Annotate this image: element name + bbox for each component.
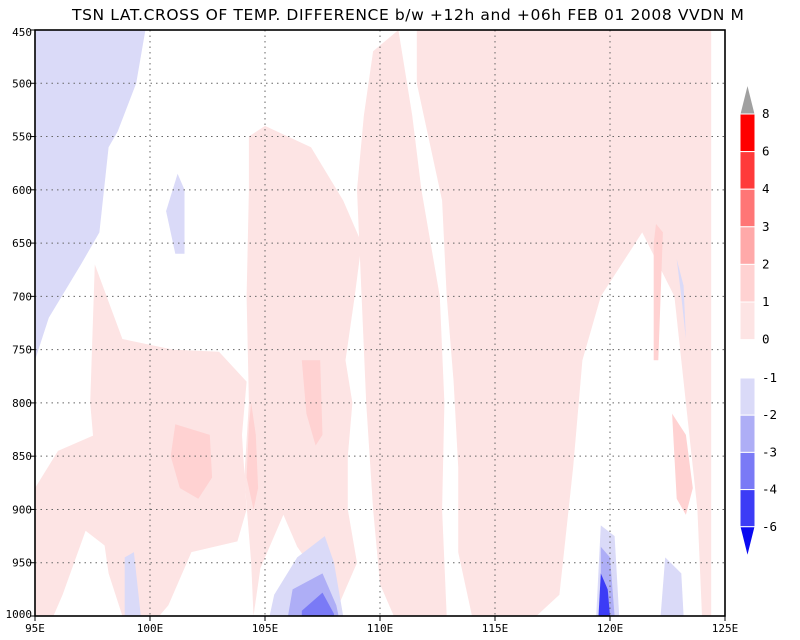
contour-regions xyxy=(35,30,712,616)
contour-region-12 xyxy=(676,259,686,339)
x-tick-label: 95E xyxy=(25,622,45,635)
y-tick-label: 450 xyxy=(12,26,32,39)
colorbar-label: 3 xyxy=(762,219,770,234)
contour-region-11 xyxy=(166,173,185,254)
y-axis: 450 500 550 600 650 700 750 800 850 900 950 1000 xyxy=(6,26,35,621)
chart-title: TSN LAT.CROSS OF TEMP. DIFFERENCE b/w +1… xyxy=(71,6,744,24)
contour-region-16 xyxy=(124,552,141,616)
colorbar-swatch-neg xyxy=(739,451,756,491)
colorbar-label: -3 xyxy=(762,444,777,459)
colorbar-swatch-pos xyxy=(739,188,756,228)
y-tick-label: 1000 xyxy=(6,608,33,621)
colorbar-swatch-pos xyxy=(739,263,756,303)
colorbar-label: 2 xyxy=(762,256,770,271)
x-tick-label: 105E xyxy=(252,622,279,635)
plot-area xyxy=(34,29,726,617)
contour-region-5 xyxy=(170,424,213,499)
x-tick-label: 125E xyxy=(712,622,739,635)
contour-region-8 xyxy=(653,223,663,361)
colorbar-swatch-pos xyxy=(739,226,756,265)
contour-region-15 xyxy=(660,557,684,616)
y-tick-label: 950 xyxy=(12,557,32,570)
colorbar-label: 0 xyxy=(762,332,770,347)
colorbar-swatch-pos xyxy=(739,113,756,153)
colorbar-label: 6 xyxy=(762,144,770,159)
colorbar-label: 1 xyxy=(762,294,770,309)
y-tick-label: 650 xyxy=(12,237,32,250)
contour-region-20 xyxy=(598,573,610,616)
colorbar-swatch-neg xyxy=(739,414,756,453)
y-tick-label: 700 xyxy=(12,290,32,303)
colorbar-label: -2 xyxy=(762,407,777,422)
y-tick-label: 800 xyxy=(12,397,32,410)
contour-region-3 xyxy=(90,264,247,616)
contour-region-9 xyxy=(672,413,693,515)
contour-region-1 xyxy=(357,30,447,616)
colorbar-swatch-pos xyxy=(739,301,756,341)
colorbar-arrow-bottom xyxy=(739,526,756,557)
colorbar-swatch-pos xyxy=(739,151,756,190)
colorbar-swatch-neg xyxy=(739,489,756,528)
x-tick-label: 100E xyxy=(137,622,164,635)
y-tick-label: 750 xyxy=(12,344,32,357)
contour-region-7 xyxy=(246,402,259,510)
colorbar-label: 8 xyxy=(762,106,770,121)
colorbar-label: 4 xyxy=(762,181,770,196)
y-tick-label: 900 xyxy=(12,503,32,516)
colorbar-label: -4 xyxy=(762,482,777,497)
y-tick-label: 850 xyxy=(12,450,32,463)
x-tick-label: 115E xyxy=(482,622,509,635)
contour-region-0 xyxy=(416,30,712,616)
x-tick-label: 120E xyxy=(597,622,624,635)
y-tick-label: 500 xyxy=(12,77,32,90)
colorbar-arrow-top xyxy=(739,83,756,115)
contour-region-10 xyxy=(35,30,146,361)
y-tick-label: 600 xyxy=(12,184,32,197)
colorbar: 8 6 4 3 2 1 0 -1 -2 -3 -4 -6 xyxy=(739,83,777,557)
contour-region-4 xyxy=(35,434,114,616)
colorbar-label: -6 xyxy=(762,519,777,534)
contour-region-19 xyxy=(301,592,334,616)
colorbar-label: -1 xyxy=(762,370,777,385)
y-tick-label: 550 xyxy=(12,131,32,144)
contour-region-6 xyxy=(301,360,323,446)
x-axis: 95E 100E 105E 110E 115E 120E 125E xyxy=(25,616,738,635)
x-tick-label: 110E xyxy=(367,622,394,635)
colorbar-swatch-neg xyxy=(739,377,756,416)
